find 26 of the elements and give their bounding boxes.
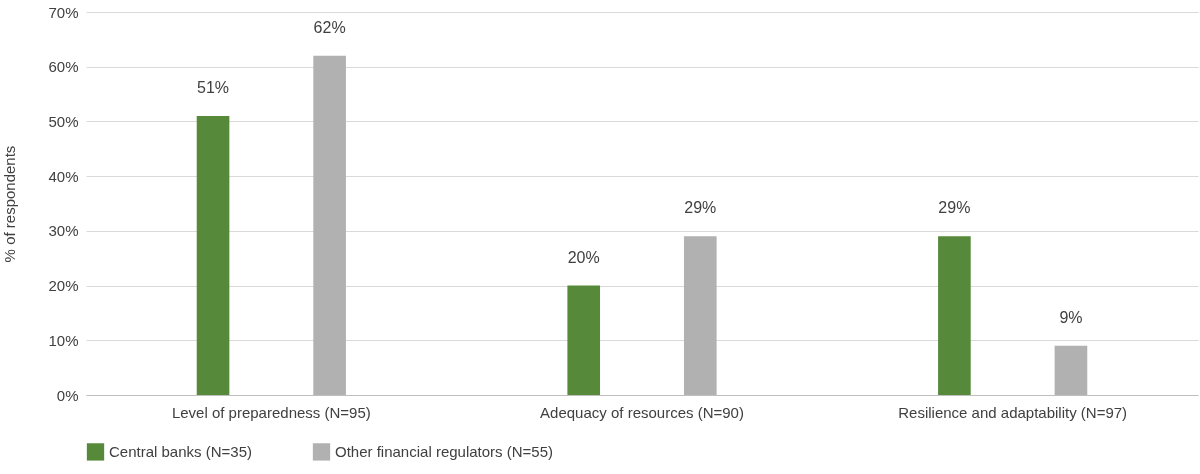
bar	[313, 55, 346, 395]
bar	[567, 285, 601, 395]
data-label: 29%	[684, 199, 717, 217]
data-label: 29%	[938, 199, 971, 217]
y-tick-label: 40%	[48, 167, 79, 185]
legend-label: Other financial regulators (N=55)	[335, 442, 554, 460]
data-label: 20%	[567, 248, 600, 266]
x-tick-label: Level of preparedness (N=95)	[171, 403, 371, 421]
y-tick-label: 0%	[56, 386, 79, 404]
bar	[196, 115, 230, 395]
x-tick-label: Adequacy of resources (N=90)	[540, 403, 744, 421]
data-label: 9%	[1059, 308, 1083, 326]
y-tick-label: 70%	[48, 3, 79, 21]
y-tick-label: 10%	[48, 331, 79, 349]
bar	[683, 236, 717, 395]
y-tick-label: 20%	[48, 277, 79, 295]
y-axis-title: % of respondents	[1, 145, 19, 263]
y-tick-label: 50%	[48, 112, 79, 130]
data-label: 62%	[313, 18, 346, 36]
bar	[938, 236, 971, 395]
data-label: 51%	[197, 78, 230, 96]
legend-label: Central banks (N=35)	[109, 442, 252, 460]
y-tick-label: 60%	[48, 58, 79, 76]
bar	[1054, 345, 1088, 395]
y-tick-label: 30%	[48, 222, 79, 240]
x-tick-label: Resilience and adaptability (N=97)	[898, 403, 1128, 421]
